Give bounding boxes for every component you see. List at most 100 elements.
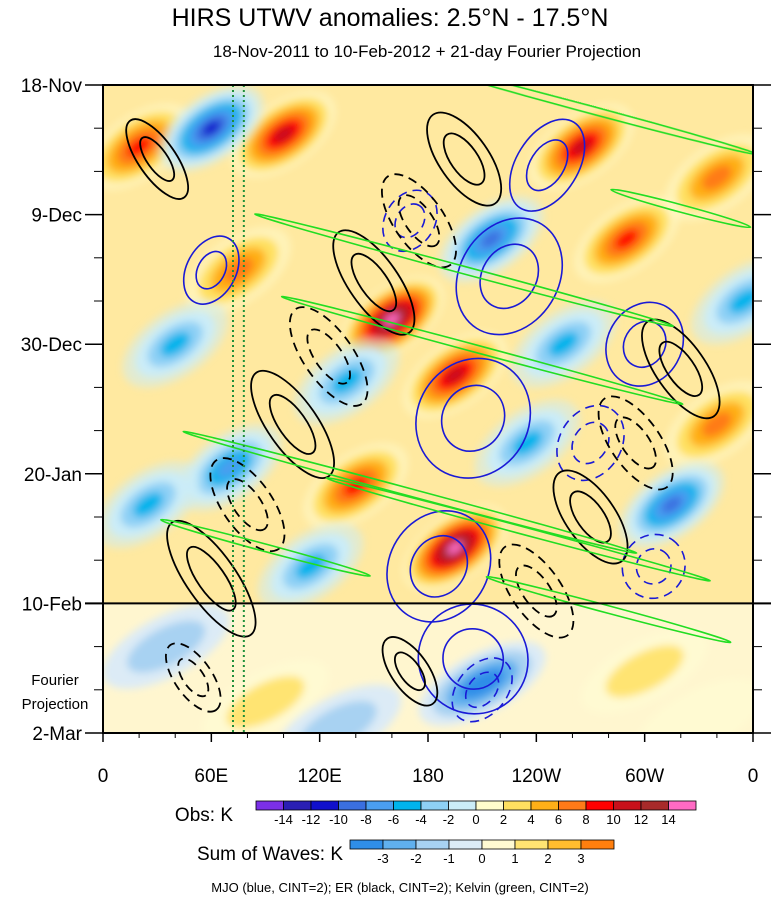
mjo-contour — [479, 243, 540, 310]
obs-legend-swatch — [255, 800, 284, 811]
er-contour — [332, 229, 416, 336]
obs-legend-swatch — [448, 800, 477, 811]
kelvin-contour — [424, 85, 753, 156]
obs-legend-swatch — [613, 800, 642, 811]
anomaly-cell — [728, 288, 753, 314]
anomaly-cell — [614, 229, 639, 250]
kelvin-contour — [254, 213, 675, 328]
er-contour — [442, 132, 486, 186]
anomaly-cell — [447, 541, 463, 555]
series-kelvin — [160, 85, 753, 644]
kelvin-contour — [160, 518, 371, 577]
contour-note: MJO (blue, CINT=2); ER (black, CINT=2); … — [211, 880, 588, 895]
anomaly-cell — [384, 313, 400, 326]
obs-legend-swatch — [365, 800, 394, 811]
wave-legend-swatch — [514, 839, 549, 850]
heatmap-projection — [103, 603, 753, 734]
wave-legend-label: Sum of Waves: K — [197, 844, 343, 865]
mjo-contour — [440, 384, 506, 452]
er-contour — [569, 490, 612, 544]
mjo-contour — [635, 547, 672, 585]
kelvin-contour — [610, 188, 752, 229]
wave-legend-level-label: -3 — [377, 851, 389, 866]
er-contour — [250, 369, 335, 479]
obs-legend-level-label: 4 — [527, 812, 534, 827]
wave-contours — [125, 85, 753, 723]
wave-projection-cell — [460, 668, 505, 699]
projection-label-line2: Projection — [22, 696, 89, 713]
anomaly-cell — [217, 457, 242, 478]
obs-legend-swatch — [283, 800, 312, 811]
x-tick-label: 180 — [412, 766, 444, 787]
wave-legend-swatch — [547, 839, 582, 850]
y-axis: 18-Nov 9-Dec 30-Dec 20-Jan 10-Feb 2-Mar — [21, 76, 771, 745]
wave-legend-swatch — [415, 839, 450, 850]
obs-legend-level-label: -6 — [388, 812, 400, 827]
obs-legend-swatch — [420, 800, 449, 811]
x-tick-label: 120E — [297, 766, 341, 787]
mjo-contour — [195, 250, 228, 290]
er-contour — [350, 252, 398, 313]
x-tick-label: 0 — [98, 766, 109, 787]
er-contour — [186, 545, 237, 612]
wave-legend-level-label: -1 — [443, 851, 455, 866]
wave-projection-cell — [226, 676, 305, 729]
mjo-contour — [525, 139, 569, 192]
anomaly-cell — [343, 476, 368, 497]
x-tick-label: 60W — [625, 766, 664, 787]
x-axis: 0 60E 120E 180 120W 60W 0 — [98, 733, 758, 787]
y-tick-label: 18-Nov — [21, 76, 83, 97]
wave-legend-level-label: 0 — [478, 851, 485, 866]
mjo-contour — [605, 301, 685, 387]
wave-legend-level-label: -2 — [410, 851, 422, 866]
mjo-contour — [571, 421, 610, 465]
er-contour — [597, 395, 674, 491]
er-contour — [381, 636, 439, 707]
er-contour — [268, 394, 317, 455]
wave-legend-level-label: 3 — [577, 851, 584, 866]
er-contour — [125, 118, 189, 200]
kelvin-contour — [325, 477, 711, 582]
er-contour — [306, 328, 351, 385]
obs-legend-level-label: 8 — [582, 812, 589, 827]
mjo-contour — [621, 533, 686, 600]
mjo-contour — [415, 357, 532, 479]
y-tick-label: 10-Feb — [22, 594, 82, 615]
wave-projection-cell — [605, 645, 684, 698]
mjo-contour — [417, 603, 529, 715]
obs-legend-swatch — [393, 800, 422, 811]
obs-legend-level-label: -4 — [415, 812, 427, 827]
anomaly-cell — [127, 136, 152, 157]
obs-legend: -14 -12 -10 -8 -6 -4 -2 0 2 4 6 8 10 12 14 — [255, 800, 697, 827]
anomaly-cell — [160, 331, 191, 357]
obs-legend-level-label: 14 — [661, 812, 675, 827]
er-contour — [515, 564, 558, 618]
obs-legend-level-label: -12 — [302, 812, 321, 827]
obs-legend-level-label: 0 — [472, 812, 479, 827]
obs-legend-level-label: 2 — [500, 812, 507, 827]
y-tick-label: 30-Dec — [21, 335, 82, 356]
wave-legend-swatch — [481, 839, 516, 850]
er-contour — [165, 642, 222, 713]
obs-legend-swatch — [640, 800, 669, 811]
wave-legend-level-label: 1 — [511, 851, 518, 866]
kelvin-contour — [280, 295, 684, 406]
obs-legend-swatch — [475, 800, 504, 811]
kelvin-contour — [182, 430, 638, 554]
y-tick-label: 20-Jan — [24, 465, 82, 486]
mjo-contour — [508, 118, 586, 212]
er-contour — [381, 173, 457, 269]
wave-legend: -3 -2 -1 0 1 2 3 — [349, 839, 615, 866]
obs-legend-swatch — [585, 800, 614, 811]
x-tick-label: 60E — [194, 766, 228, 787]
anomaly-cell — [481, 230, 502, 248]
er-contour — [426, 111, 503, 207]
obs-legend-level-label: -8 — [360, 812, 372, 827]
wave-legend-swatch — [580, 839, 615, 850]
obs-legend-level-label: 6 — [555, 812, 562, 827]
obs-legend-swatch — [668, 800, 697, 811]
mjo-contour — [451, 657, 513, 723]
chart-subtitle: 18-Nov-2011 to 10-Feb-2012 + 21-day Four… — [213, 42, 641, 61]
obs-legend-level-label: -14 — [274, 812, 293, 827]
